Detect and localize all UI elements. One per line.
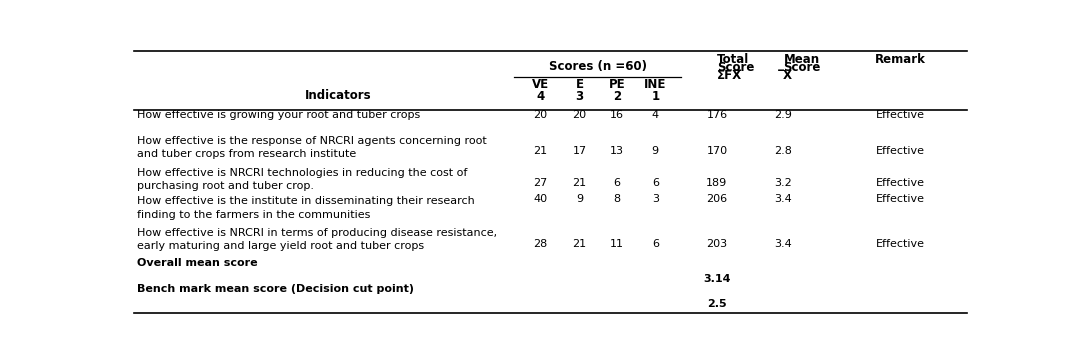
Text: 8: 8 (613, 194, 621, 204)
Text: PE: PE (609, 78, 625, 91)
Text: Effective: Effective (875, 194, 925, 204)
Text: Effective: Effective (875, 239, 925, 249)
Text: Score: Score (784, 61, 821, 74)
Text: 2.9: 2.9 (774, 110, 793, 120)
Text: 2.8: 2.8 (774, 146, 793, 156)
Text: Effective: Effective (875, 178, 925, 188)
Text: 9: 9 (576, 194, 583, 204)
Text: 2.5: 2.5 (707, 299, 727, 309)
Text: 176: 176 (707, 110, 727, 120)
Text: 203: 203 (707, 239, 727, 249)
Text: Total: Total (717, 53, 750, 66)
Text: 16: 16 (610, 110, 624, 120)
Text: 6: 6 (652, 239, 658, 249)
Text: 40: 40 (534, 194, 548, 204)
Text: ̅X: ̅X (784, 69, 793, 82)
Text: 21: 21 (534, 146, 548, 156)
Text: 4: 4 (536, 90, 545, 103)
Text: E: E (576, 78, 583, 91)
Text: 3: 3 (576, 90, 583, 103)
Text: 6: 6 (652, 178, 658, 188)
Text: 1: 1 (651, 90, 659, 103)
Text: 27: 27 (534, 178, 548, 188)
Text: 3.4: 3.4 (774, 239, 793, 249)
Text: VE: VE (532, 78, 549, 91)
Text: 3: 3 (652, 194, 658, 204)
Text: 13: 13 (610, 146, 624, 156)
Text: 11: 11 (610, 239, 624, 249)
Text: 3.14: 3.14 (703, 274, 730, 284)
Text: 17: 17 (572, 146, 586, 156)
Text: 9: 9 (652, 146, 658, 156)
Text: Remark: Remark (874, 53, 926, 66)
Text: Effective: Effective (875, 110, 925, 120)
Text: and tuber crops from research institute: and tuber crops from research institute (136, 149, 355, 159)
Text: Bench mark mean score (Decision cut point): Bench mark mean score (Decision cut poin… (136, 284, 413, 294)
Text: 170: 170 (707, 146, 727, 156)
Text: Mean: Mean (784, 53, 819, 66)
Text: How effective is NRCRI technologies in reducing the cost of: How effective is NRCRI technologies in r… (136, 168, 467, 178)
Text: 206: 206 (707, 194, 727, 204)
Text: 3.4: 3.4 (774, 194, 793, 204)
Text: How effective is the institute in disseminating their research: How effective is the institute in dissem… (136, 197, 475, 207)
Text: 3.2: 3.2 (774, 178, 793, 188)
Text: 20: 20 (572, 110, 586, 120)
Text: INE: INE (644, 78, 667, 91)
Text: purchasing root and tuber crop.: purchasing root and tuber crop. (136, 181, 314, 191)
Text: 2: 2 (613, 90, 621, 103)
Text: 21: 21 (572, 178, 586, 188)
Text: Effective: Effective (875, 146, 925, 156)
Text: 189: 189 (707, 178, 727, 188)
Text: How effective is NRCRI in terms of producing disease resistance,: How effective is NRCRI in terms of produ… (136, 228, 497, 238)
Text: 4: 4 (652, 110, 658, 120)
Text: How effective is the response of NRCRI agents concerning root: How effective is the response of NRCRI a… (136, 136, 487, 146)
Text: Overall mean score: Overall mean score (136, 258, 258, 268)
Text: finding to the farmers in the communities: finding to the farmers in the communitie… (136, 210, 371, 220)
Text: 21: 21 (572, 239, 586, 249)
Text: ΣFX̅: ΣFX̅ (717, 69, 742, 82)
Text: Scores (n =60): Scores (n =60) (549, 60, 647, 73)
Text: early maturing and large yield root and tuber crops: early maturing and large yield root and … (136, 241, 424, 251)
Text: Indicators: Indicators (305, 89, 372, 102)
Text: 6: 6 (613, 178, 621, 188)
Text: How effective is growing your root and tuber crops: How effective is growing your root and t… (136, 110, 420, 120)
Text: 28: 28 (534, 239, 548, 249)
Text: Score: Score (717, 61, 754, 74)
Text: 20: 20 (534, 110, 548, 120)
